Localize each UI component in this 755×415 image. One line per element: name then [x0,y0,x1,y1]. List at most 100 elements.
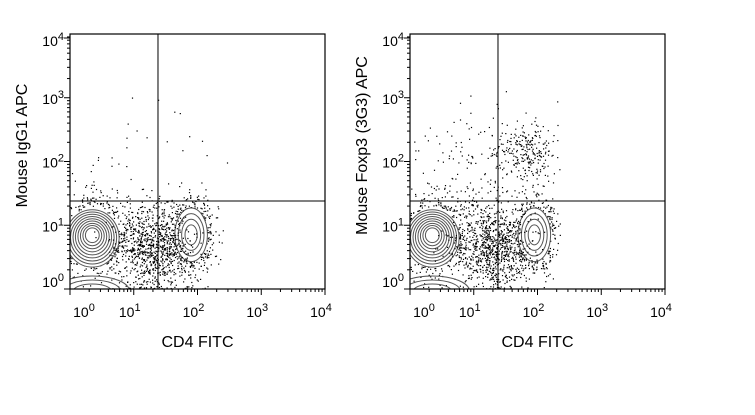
event-dot [467,168,468,169]
event-dot [500,249,501,250]
event-dot [481,225,482,226]
event-dot [516,144,517,145]
event-dot [381,242,382,243]
event-dot [518,246,519,247]
event-dot [469,236,470,237]
event-dot [523,136,524,137]
event-dot [519,250,520,251]
event-dot [473,254,474,255]
event-dot [469,231,470,232]
event-dot [484,220,485,221]
event-dot [130,262,131,263]
event-dot [433,205,434,206]
event-dot [473,272,474,273]
event-dot [71,263,72,264]
event-dot [163,221,164,222]
event-dot [506,150,507,151]
event-dot [169,261,170,262]
event-dot [530,164,531,165]
event-dot [184,252,185,253]
event-dot [172,235,173,236]
event-dot [479,248,480,249]
event-dot [469,195,470,196]
event-dot [493,284,494,285]
event-dot [445,185,446,186]
event-dot [502,245,503,246]
event-dot [92,185,93,186]
event-dot [460,286,461,287]
event-dot [127,202,128,203]
event-dot [469,213,470,214]
event-dot [548,181,549,182]
event-dot [558,226,559,227]
event-dot [71,207,72,208]
event-dot [478,259,479,260]
event-dot [484,265,485,266]
event-dot [533,205,534,206]
event-dot [551,219,552,220]
event-dot [154,278,155,279]
event-dot [462,261,463,262]
event-dot [472,257,473,258]
event-dot [492,153,493,154]
event-dot [515,269,516,270]
event-dot [511,258,512,259]
event-dot [463,259,464,260]
event-dot [64,236,65,237]
event-dot [432,273,433,274]
event-dot [138,209,139,210]
event-dot [209,251,210,252]
event-dot [125,228,126,229]
event-dot [544,186,545,187]
event-dot [548,143,549,144]
event-dot [66,221,67,222]
event-dot [137,241,138,242]
event-dot [515,129,516,130]
event-dot [142,276,143,277]
event-dot [467,266,468,267]
event-dot [502,269,503,270]
event-dot [461,191,462,192]
event-dot [534,264,535,265]
event-dot [511,134,512,135]
event-dot [464,253,465,254]
event-dot [139,257,140,258]
event-dot [67,201,68,202]
event-dot [138,278,139,279]
event-dot [125,255,126,256]
event-dot [143,275,144,276]
event-dot [522,216,523,217]
event-dot [511,172,512,173]
event-dot [487,255,488,256]
event-dot [164,217,165,218]
event-dot [438,160,439,161]
event-dot [489,264,490,265]
event-dot [492,155,493,156]
event-dot [469,202,470,203]
event-dot [120,221,121,222]
event-dot [527,202,528,203]
event-dot [556,254,557,255]
event-dot [493,224,494,225]
event-dot [520,224,521,225]
event-dot [487,216,488,217]
event-dot [156,244,157,245]
event-dot [376,214,377,215]
event-dot [525,173,526,174]
event-dot [161,239,162,240]
event-dot [132,260,133,261]
event-dot [181,210,182,211]
event-dot [544,268,545,269]
event-dot [493,149,494,150]
event-dot [489,234,490,235]
event-dot [159,198,160,199]
event-dot [519,229,520,230]
event-dot [470,249,471,250]
event-dot [62,238,63,239]
event-dot [524,275,525,276]
event-dot [494,256,495,257]
event-dot [140,266,141,267]
event-dot [510,235,511,236]
event-dot [175,235,176,236]
event-dot [505,220,506,221]
